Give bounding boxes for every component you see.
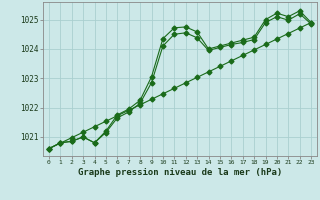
X-axis label: Graphe pression niveau de la mer (hPa): Graphe pression niveau de la mer (hPa) [78, 168, 282, 177]
